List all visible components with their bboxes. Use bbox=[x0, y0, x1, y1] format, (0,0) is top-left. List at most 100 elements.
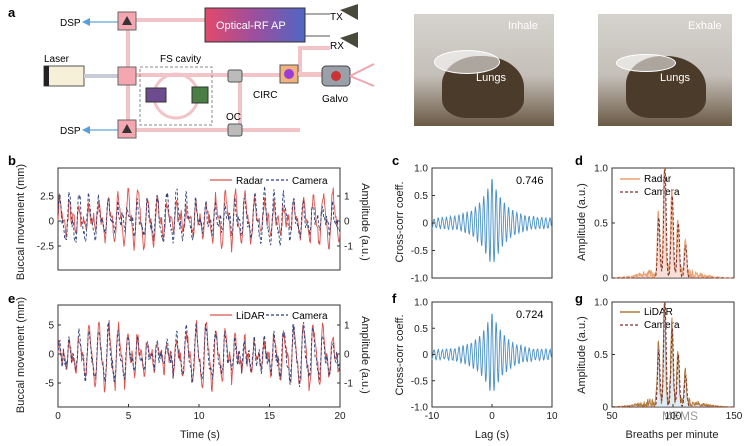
circ-label: CIRC bbox=[253, 90, 277, 101]
exhale-lungs-label: Lungs bbox=[660, 72, 690, 84]
legend-d-camera: Camera bbox=[644, 187, 680, 198]
chart-b-right-ytick-label: 0 bbox=[344, 217, 350, 228]
chart-d-ytick-label: 0.5 bbox=[594, 219, 608, 230]
series-b-camera bbox=[57, 186, 341, 246]
fs-cavity-label: FS cavity bbox=[160, 54, 201, 65]
series-f-xcorr bbox=[431, 313, 553, 391]
chart-e-right-ytick-label: 1 bbox=[344, 321, 350, 332]
legend-g-camera: Camera bbox=[644, 320, 680, 331]
rx-label: RX bbox=[330, 41, 344, 52]
panel-label-b: b bbox=[8, 153, 16, 168]
chart-f-xtick-label: 0 bbox=[489, 411, 495, 422]
series-e-camera bbox=[57, 322, 341, 388]
ylabel-f: Cross-corr coeff. bbox=[394, 314, 406, 395]
chart-c-ytick-label: -1.0 bbox=[411, 274, 429, 285]
chart-b-ytick-label: 2.5 bbox=[40, 192, 54, 203]
exhale-label: Exhale bbox=[688, 20, 722, 32]
schematic-diagram: a DSP DSP Laser FS cavity Optical-RF AP … bbox=[8, 4, 375, 139]
chart-f-xtick-label: -10 bbox=[425, 411, 440, 422]
chart-c-ytick-label: -0.5 bbox=[411, 246, 429, 257]
annotation-f: 0.724 bbox=[516, 309, 544, 321]
xlabel-e: Time (s) bbox=[180, 429, 220, 441]
cavity-component-1 bbox=[145, 87, 167, 103]
photo-exhale: Exhale Lungs bbox=[598, 14, 732, 126]
chart-c-ytick-label: 0 bbox=[422, 219, 428, 230]
photo-inhale: Inhale Lungs bbox=[414, 14, 554, 126]
laser-label: Laser bbox=[44, 54, 70, 65]
panel-label-d: d bbox=[575, 153, 583, 168]
oc-label: OC bbox=[226, 112, 241, 123]
chart-e-xtick-label: 5 bbox=[126, 411, 132, 422]
chart-f-ytick-label: 0.5 bbox=[414, 324, 428, 335]
chart-b-ytick-label: 0 bbox=[48, 217, 54, 228]
chart-e-xtick-label: 10 bbox=[193, 411, 205, 422]
panel-label-c: c bbox=[392, 153, 399, 168]
chart-g-ytick-label: 1.0 bbox=[594, 298, 608, 309]
chart-e-ytick-label: 0 bbox=[48, 350, 54, 361]
chart-c-ytick-label: 0.5 bbox=[414, 191, 428, 202]
panel-label-a: a bbox=[8, 5, 16, 20]
chart-g-ytick-label: 0.5 bbox=[594, 350, 608, 361]
watermark: MEMS bbox=[662, 409, 698, 423]
chart-e-right-ytick-label: 0 bbox=[344, 350, 350, 361]
coupler-2 bbox=[227, 123, 243, 137]
ylabel-right-e: Amplitude (a.u.) bbox=[359, 316, 371, 394]
chart-f-xtick-label: 10 bbox=[546, 411, 558, 422]
coupler-1 bbox=[227, 69, 243, 83]
tx-label: TX bbox=[330, 12, 343, 23]
series-d-radar-camera-line bbox=[612, 168, 734, 279]
rx-antenna bbox=[340, 32, 358, 48]
optical-rf-ap-label: Optical-RF AP bbox=[216, 20, 286, 32]
series-g-lidar-area bbox=[612, 302, 734, 407]
ylabel-d: Amplitude (a.u.) bbox=[576, 183, 588, 261]
chart-b-right-ytick-label: -1 bbox=[344, 242, 353, 253]
panel-label-g: g bbox=[575, 291, 583, 306]
series-c-xcorr bbox=[431, 178, 553, 263]
chart-g-ytick-label: 0 bbox=[602, 403, 608, 414]
cavity-component-2 bbox=[191, 86, 209, 104]
chart-e-xtick-label: 0 bbox=[55, 411, 61, 422]
legend-e-camera: Camera bbox=[292, 311, 328, 322]
chart-b-right-ytick-label: 1 bbox=[344, 192, 350, 203]
tx-antenna bbox=[340, 4, 358, 20]
ylabel-b: Buccal movement (mm) bbox=[15, 164, 27, 280]
chart-f-ytick-label: 0 bbox=[422, 350, 428, 361]
dsp-top-label: DSP bbox=[60, 18, 81, 29]
legend-g-lidar: LiDAR bbox=[644, 307, 673, 318]
chart-e-xtick-label: 15 bbox=[264, 411, 276, 422]
chart-g-xtick-label: 100 bbox=[665, 411, 682, 422]
galvo-label: Galvo bbox=[322, 94, 349, 105]
chart-b-ytick-label: -2.5 bbox=[37, 242, 55, 253]
chart-d-ytick-label: 1.0 bbox=[594, 164, 608, 175]
chart-c-ytick-label: 1.0 bbox=[414, 164, 428, 175]
chart-e-right-ytick-label: -1 bbox=[344, 379, 353, 390]
ylabel-g: Amplitude (a.u.) bbox=[576, 316, 588, 394]
optical-rf-ap-box bbox=[204, 7, 306, 43]
xlabel-f: Lag (s) bbox=[475, 429, 509, 441]
panel-label-f: f bbox=[392, 291, 397, 306]
chart-e-ytick-label: -5 bbox=[45, 379, 54, 390]
xlabel-g: Breaths per minute bbox=[626, 429, 719, 441]
inhale-label: Inhale bbox=[508, 20, 538, 32]
chart-f-ytick-label: 1.0 bbox=[414, 298, 428, 309]
series-e-lidar bbox=[57, 320, 341, 393]
legend-d-radar: Radar bbox=[644, 174, 672, 185]
dsp-bottom-label: DSP bbox=[60, 126, 81, 137]
chart-f-ytick-label: -1.0 bbox=[411, 403, 429, 414]
series-d-radar-area bbox=[612, 168, 734, 278]
inhale-lungs-label: Lungs bbox=[476, 72, 506, 84]
ylabel-e: Buccal movement (mm) bbox=[15, 297, 27, 413]
chart-f-ytick-label: -0.5 bbox=[411, 376, 429, 387]
fs-cavity-box bbox=[139, 66, 213, 126]
series-g-lidar-camera-line bbox=[612, 302, 734, 408]
chart-d-ytick-label: 0 bbox=[602, 274, 608, 285]
chart-g-xtick-label: 50 bbox=[606, 411, 618, 422]
legend-b-radar: Radar bbox=[236, 176, 264, 187]
chart-e-xtick-label: 20 bbox=[334, 411, 346, 422]
legend-b-camera: Camera bbox=[292, 176, 328, 187]
modulator bbox=[117, 66, 137, 86]
ylabel-right-b: Amplitude (a.u.) bbox=[359, 183, 371, 261]
chart-g-xtick-label: 150 bbox=[726, 411, 743, 422]
ylabel-c: Cross-corr coeff. bbox=[394, 181, 406, 262]
